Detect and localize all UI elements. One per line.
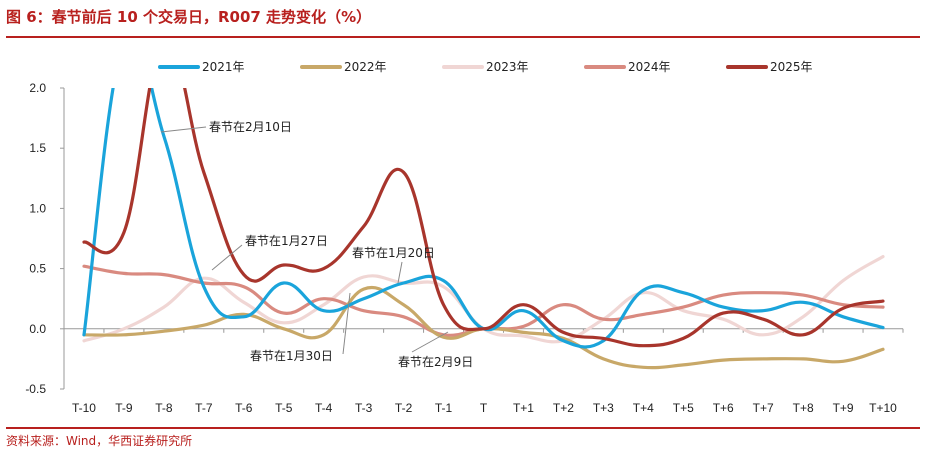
y-tick-label: 1.5 — [29, 141, 46, 155]
annotation-label: 春节在1月30日 — [250, 349, 333, 363]
x-tick-label: T+1 — [513, 401, 534, 415]
x-tick-label: T-3 — [355, 401, 373, 415]
series-line-2021 — [82, 88, 885, 349]
x-tick-label: T — [480, 401, 488, 415]
x-tick-label: T-1 — [435, 401, 453, 415]
x-tick-label: T+8 — [793, 401, 814, 415]
legend-label-2024: 2024年 — [628, 60, 671, 74]
x-tick-label: T-2 — [395, 401, 413, 415]
legend-label-2023: 2023年 — [486, 60, 529, 74]
legend-label-2025: 2025年 — [770, 60, 813, 74]
annotation-leader — [397, 261, 403, 284]
chart-axes: 2.0 1.5 1.0 0.5 0.0 -0.5 T-10 T-9 T-8 T-7 T-6 T-5 T-… — [25, 81, 904, 415]
annotation-label: 春节在2月10日 — [209, 120, 292, 134]
annotation-leader — [411, 331, 449, 353]
x-tick-label: T+3 — [593, 401, 614, 415]
x-tick-label: T+4 — [633, 401, 654, 415]
annotation-leader — [211, 244, 243, 271]
chart-series-lines — [82, 88, 885, 370]
annotation-label: 春节在1月27日 — [245, 234, 328, 248]
x-tick-label: T+7 — [753, 401, 774, 415]
annotation-leader — [160, 126, 207, 133]
y-tick-label: 0.5 — [29, 262, 46, 276]
chart-title: 图 6：春节前后 10 个交易日，R007 走势变化（%） — [6, 8, 372, 26]
x-tick-label: T+2 — [553, 401, 574, 415]
y-tick-label: 0.0 — [29, 322, 46, 336]
title-divider — [6, 36, 920, 38]
annotation-leader — [342, 292, 351, 355]
x-tick-label: T-9 — [115, 401, 133, 415]
y-tick-label: 1.0 — [29, 201, 46, 215]
x-tick-label: T+5 — [673, 401, 694, 415]
legend-label-2021: 2021年 — [202, 60, 245, 74]
series-line-2025 — [82, 88, 885, 348]
legend-label-2022: 2022年 — [344, 60, 387, 74]
x-tick-label: T-6 — [235, 401, 253, 415]
x-tick-label: T-4 — [315, 401, 333, 415]
footer-divider — [6, 427, 920, 429]
y-tick-label: -0.5 — [25, 382, 46, 396]
x-tick-label: T+10 — [869, 401, 897, 415]
y-tick-label: 2.0 — [29, 81, 46, 95]
x-tick-label: T+6 — [713, 401, 734, 415]
chart-legend: 2021年 2022年 2023年 2024年 2025年 — [158, 60, 813, 74]
annotation-label: 春节在1月20日 — [352, 246, 435, 260]
source-note: 资料来源：Wind，华西证券研究所 — [6, 434, 193, 448]
x-tick-label: T-8 — [155, 401, 173, 415]
x-tick-label: T-10 — [72, 401, 96, 415]
x-tick-label: T+9 — [833, 401, 854, 415]
annotation-label: 春节在2月9日 — [398, 355, 473, 369]
x-tick-label: T-7 — [195, 401, 213, 415]
x-tick-label: T-5 — [275, 401, 293, 415]
